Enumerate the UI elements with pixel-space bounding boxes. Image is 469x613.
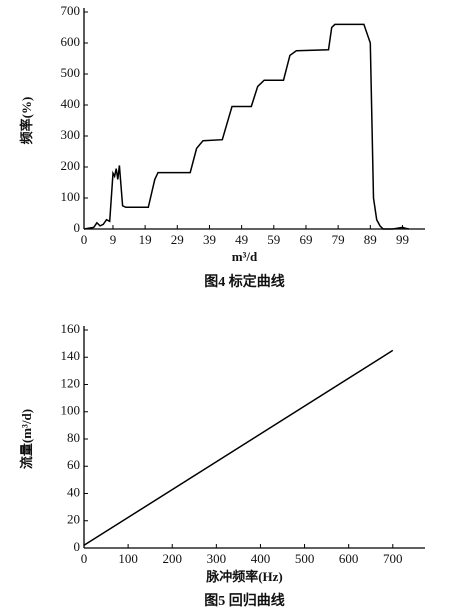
x-tick-label: 59 [267,232,280,247]
x-tick-label: 49 [235,232,248,247]
data-line [83,349,394,546]
y-tick-label: 200 [61,158,81,173]
y-tick-label: 0 [74,220,81,235]
y-tick-label: 400 [61,96,81,111]
x-tick-label: 9 [110,232,117,247]
x-tick-label: 29 [171,232,184,247]
y-tick-label: 700 [61,3,81,18]
x-tick-label: 0 [81,232,88,247]
x-tick-label: 700 [383,551,403,566]
x-axis-label: m³/d [232,249,258,264]
y-tick-label: 80 [67,430,80,445]
x-tick-label: 19 [139,232,152,247]
x-tick-label: 89 [364,232,377,247]
x-tick-label: 69 [299,232,312,247]
x-axis-label: 脉冲频率(Hz) [205,569,283,584]
x-tick-label: 39 [203,232,216,247]
x-tick-label: 400 [251,551,271,566]
y-tick-label: 20 [67,512,80,527]
y-tick-label: 160 [61,321,81,336]
figure-caption: 图5 回归曲线 [204,592,285,609]
y-tick-label: 60 [67,457,80,472]
y-tick-label: 120 [61,375,81,390]
data-line [83,23,410,230]
y-tick-label: 300 [61,127,81,142]
y-tick-label: 600 [61,34,81,49]
y-tick-label: 500 [61,65,81,80]
y-axis-label: 频率(%) [19,97,34,145]
x-tick-label: 100 [118,551,138,566]
x-tick-label: 600 [339,551,359,566]
y-tick-label: 140 [61,348,81,363]
x-tick-label: 500 [295,551,315,566]
figure-caption: 图4 标定曲线 [204,273,285,290]
x-tick-label: 99 [396,232,409,247]
y-tick-label: 100 [61,403,81,418]
x-tick-label: 300 [207,551,227,566]
x-tick-label: 200 [162,551,182,566]
y-tick-label: 40 [67,484,80,499]
x-tick-label: 0 [81,551,88,566]
y-tick-label: 0 [74,539,81,554]
y-axis-label: 流量(m³/d) [19,409,34,469]
y-tick-label: 100 [61,189,81,204]
x-tick-label: 79 [332,232,345,247]
